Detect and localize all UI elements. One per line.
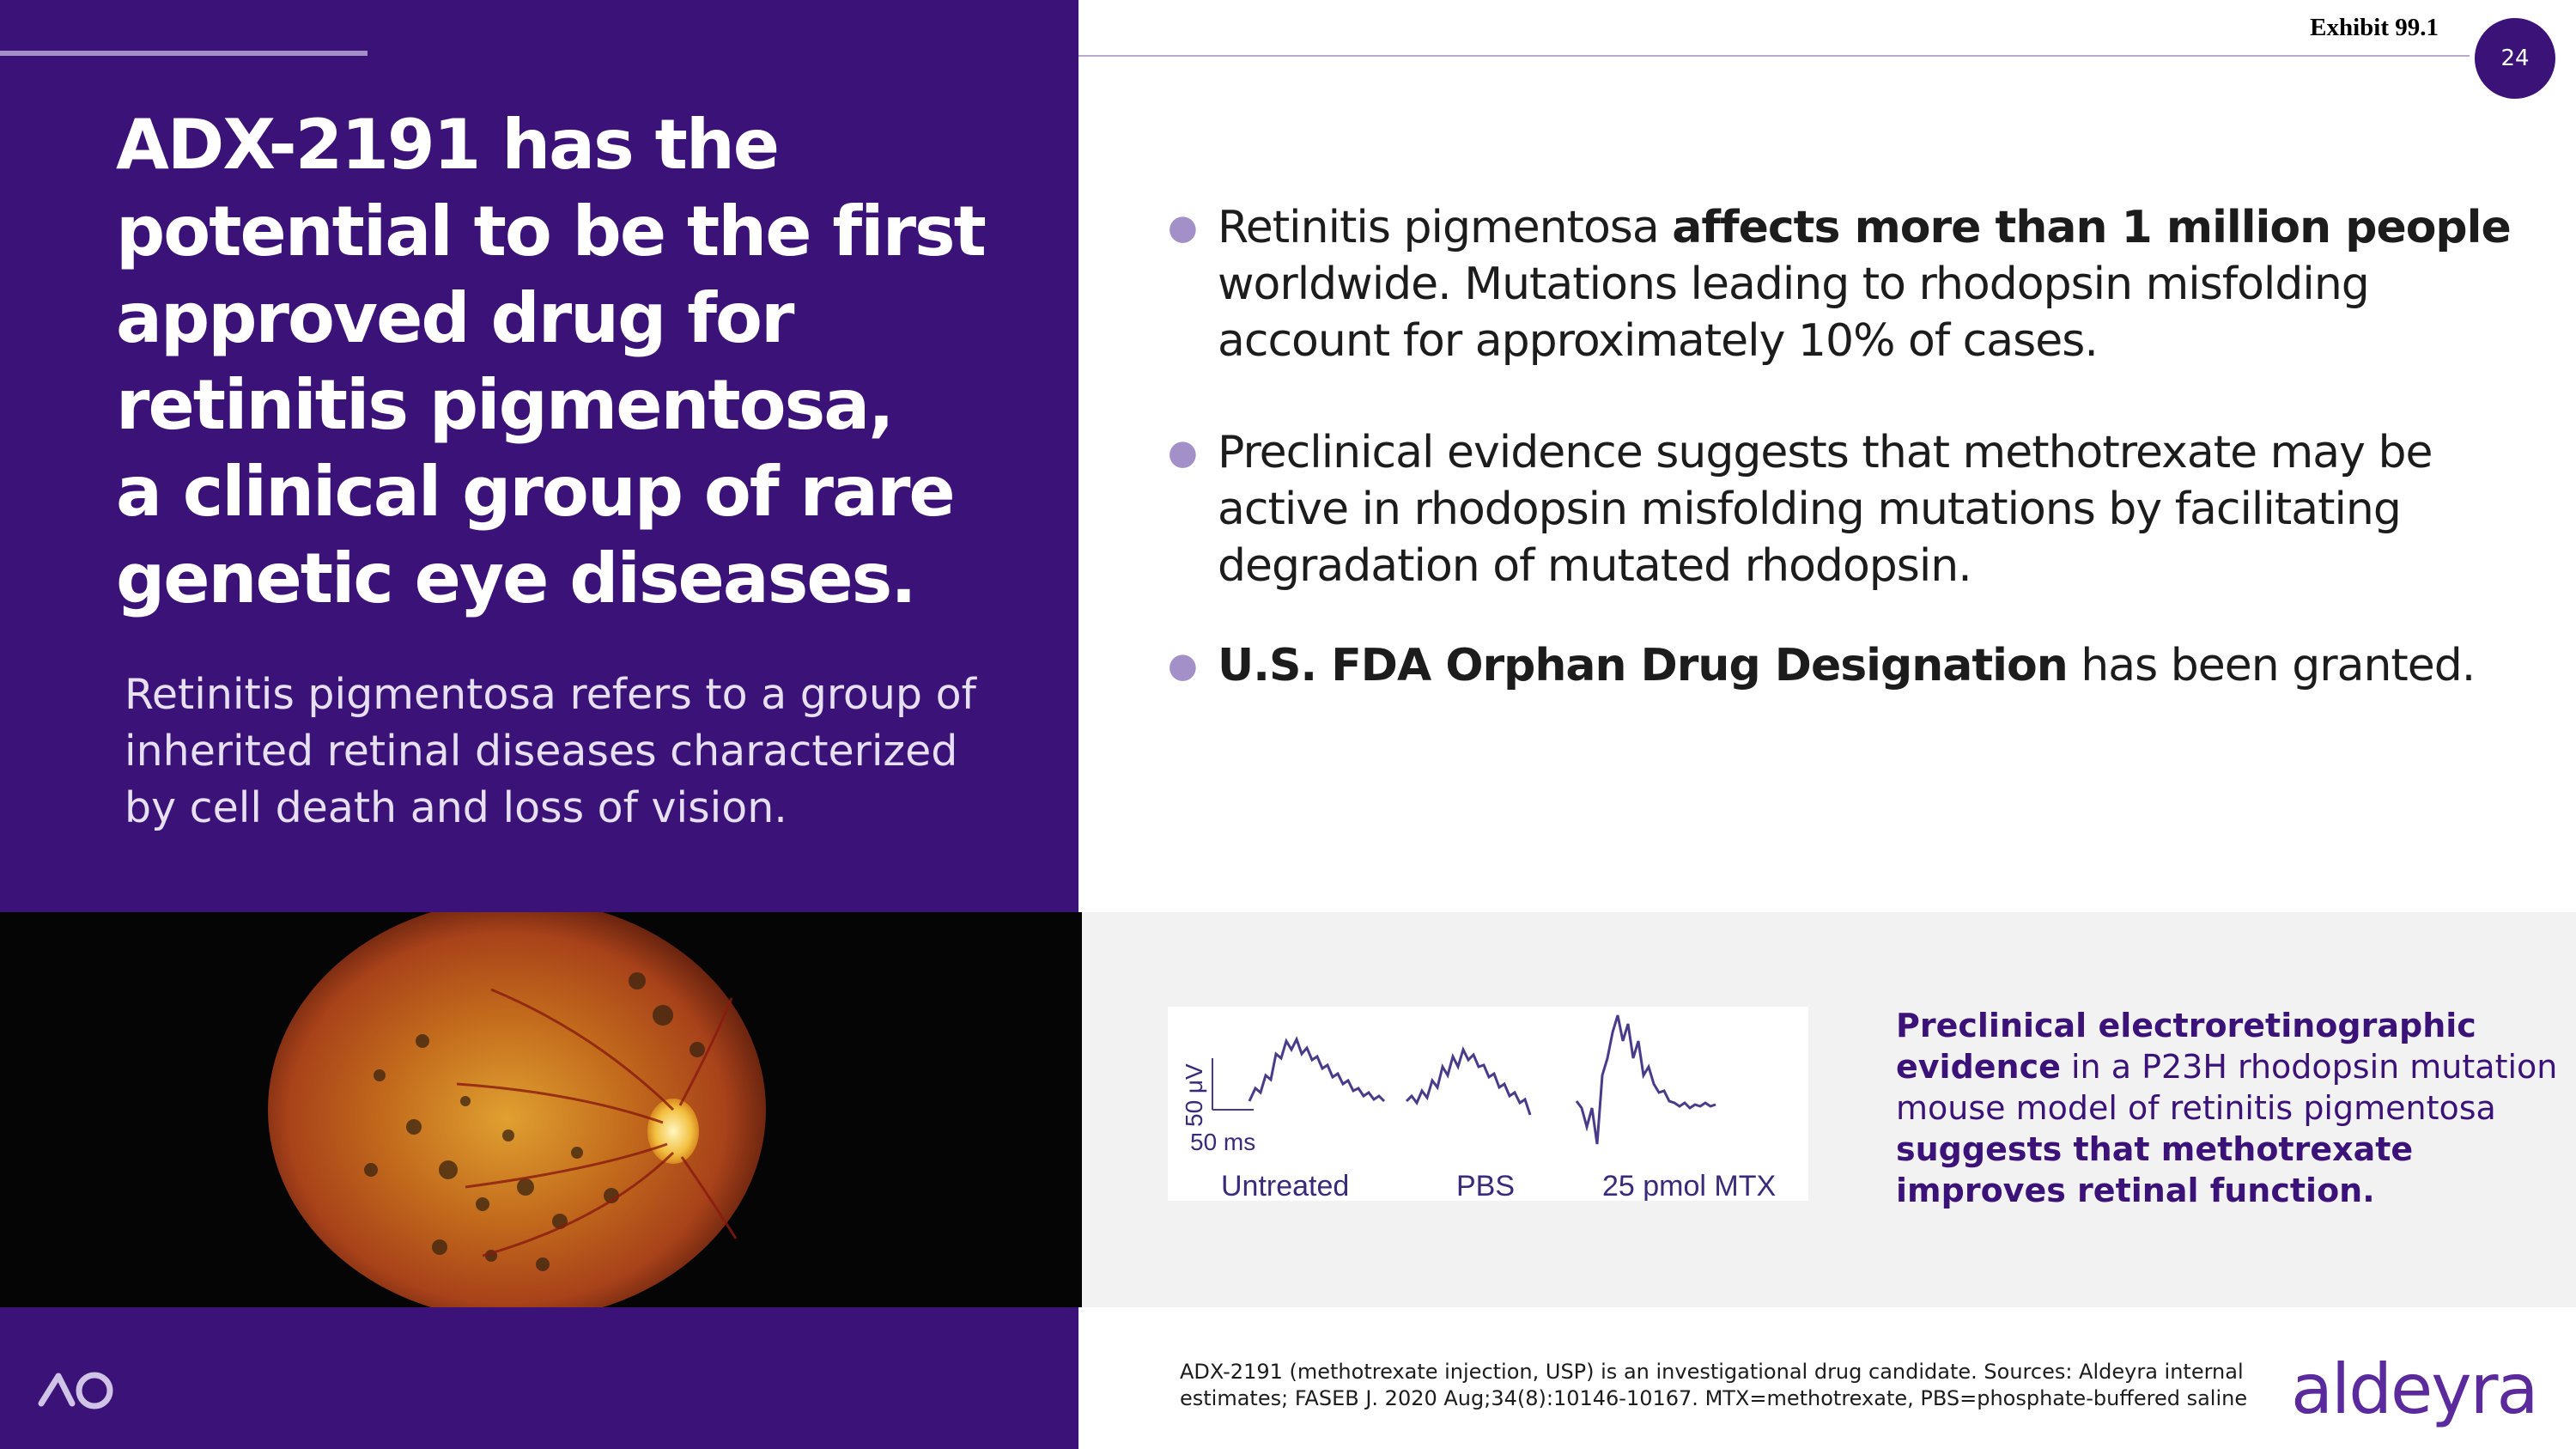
page-number: 24 [2500, 46, 2530, 71]
scale-y-label: 50 μV [1181, 1063, 1207, 1127]
bullet-line: Preclinical evidence suggests that metho… [1218, 427, 2433, 478]
bullet-line: U.S. FDA Orphan Drug Designation has bee… [1218, 637, 2500, 694]
accent-line [0, 51, 368, 56]
footnote-line: estimates; FASEB J. 2020 Aug;34(8):10146… [1180, 1386, 2248, 1410]
headline-line: a clinical group of rare [116, 452, 956, 532]
bullet-dot-icon: ● [1168, 646, 1198, 685]
bullet-line: worldwide. Mutations leading to rhodopsi… [1218, 259, 2370, 310]
bullet-emphasis: U.S. FDA Orphan Drug Designation [1218, 640, 2069, 691]
key-points-list: ● Retinitis pigmentosa affects more than… [1161, 199, 2512, 694]
caption-line: improves retinal function. [1896, 1172, 2375, 1209]
bullet-item: ● U.S. FDA Orphan Drug Designation has b… [1161, 637, 2500, 694]
footnote: ADX-2191 (methotrexate injection, USP) i… [1180, 1359, 2262, 1412]
bullet-line: account for approximately 10% of cases. [1218, 315, 2099, 367]
definition-text: Retinitis pigmentosa refers to a group o… [125, 667, 1052, 837]
bullet-emphasis: affects more than 1 million people [1672, 202, 2511, 253]
bullet-dot-icon: ● [1168, 433, 1198, 472]
bullet-line: active in rhodopsin misfolding mutations… [1218, 484, 2402, 535]
trace-pbs [1405, 1045, 1532, 1116]
caption-line: Preclinical electroretinographic [1896, 1007, 2476, 1044]
bullet-item: ● Preclinical evidence suggests that met… [1161, 424, 2500, 594]
headline-line: potential to be the first [116, 192, 987, 271]
header-rule [1078, 55, 2470, 57]
caption-line: evidence in a P23H rhodopsin mutation [1896, 1046, 2557, 1087]
caption-emphasis: evidence [1896, 1048, 2061, 1086]
bullet-line: degradation of mutated rhodopsin. [1218, 540, 1972, 592]
bullet-dot-icon: ● [1168, 208, 1198, 247]
headline-line: genetic eye diseases. [116, 539, 917, 618]
headline-line: ADX-2191 has the [116, 105, 780, 185]
brand-logo: aldeyra [2291, 1349, 2539, 1429]
headline-line: approved drug for [116, 278, 794, 358]
definition-line: by cell death and loss of vision. [125, 783, 787, 832]
footnote-line: ADX-2191 (methotrexate injection, USP) i… [1180, 1360, 2244, 1384]
erg-label-pbs: PBS [1456, 1170, 1515, 1201]
trace-mtx [1575, 1014, 1716, 1145]
bullet-item: ● Retinitis pigmentosa affects more than… [1161, 199, 2512, 369]
bullet-text: Retinitis pigmentosa [1218, 202, 1673, 253]
title-panel [0, 0, 1078, 912]
caption-text: in a P23H rhodopsin mutation [2060, 1048, 2558, 1086]
bullet-text: has been granted. [2067, 640, 2476, 691]
infinity-logo-icon [38, 1372, 113, 1409]
erg-label-untreated: Untreated [1221, 1170, 1349, 1201]
footer-panel [0, 1307, 1078, 1449]
bullet-line: Retinitis pigmentosa affects more than 1… [1218, 199, 2512, 256]
scale-x-label: 50 ms [1190, 1129, 1255, 1155]
trace-untreated [1248, 1036, 1386, 1103]
fundus-photo [0, 912, 1082, 1307]
caption-line: mouse model of retinitis pigmentosa [1896, 1089, 2496, 1127]
definition-line: inherited retinal diseases characterized [125, 727, 958, 776]
definition-line: Retinitis pigmentosa refers to a group o… [125, 670, 976, 719]
page-number-badge: 24 [2475, 18, 2555, 99]
evidence-caption: Preclinical electroretinographic evidenc… [1896, 1005, 2557, 1211]
retina-image [268, 912, 766, 1307]
erg-figure: 50 μV 50 ms Untreated PBS 25 pmol MTX [1168, 1007, 1808, 1201]
headline: ADX-2191 has the potential to be the fir… [116, 101, 1060, 622]
headline-line: retinitis pigmentosa, [116, 365, 895, 445]
caption-line: suggests that methotrexate [1896, 1130, 2414, 1168]
erg-label-mtx: 25 pmol MTX [1602, 1170, 1776, 1201]
exhibit-label: Exhibit 99.1 [2310, 14, 2439, 41]
